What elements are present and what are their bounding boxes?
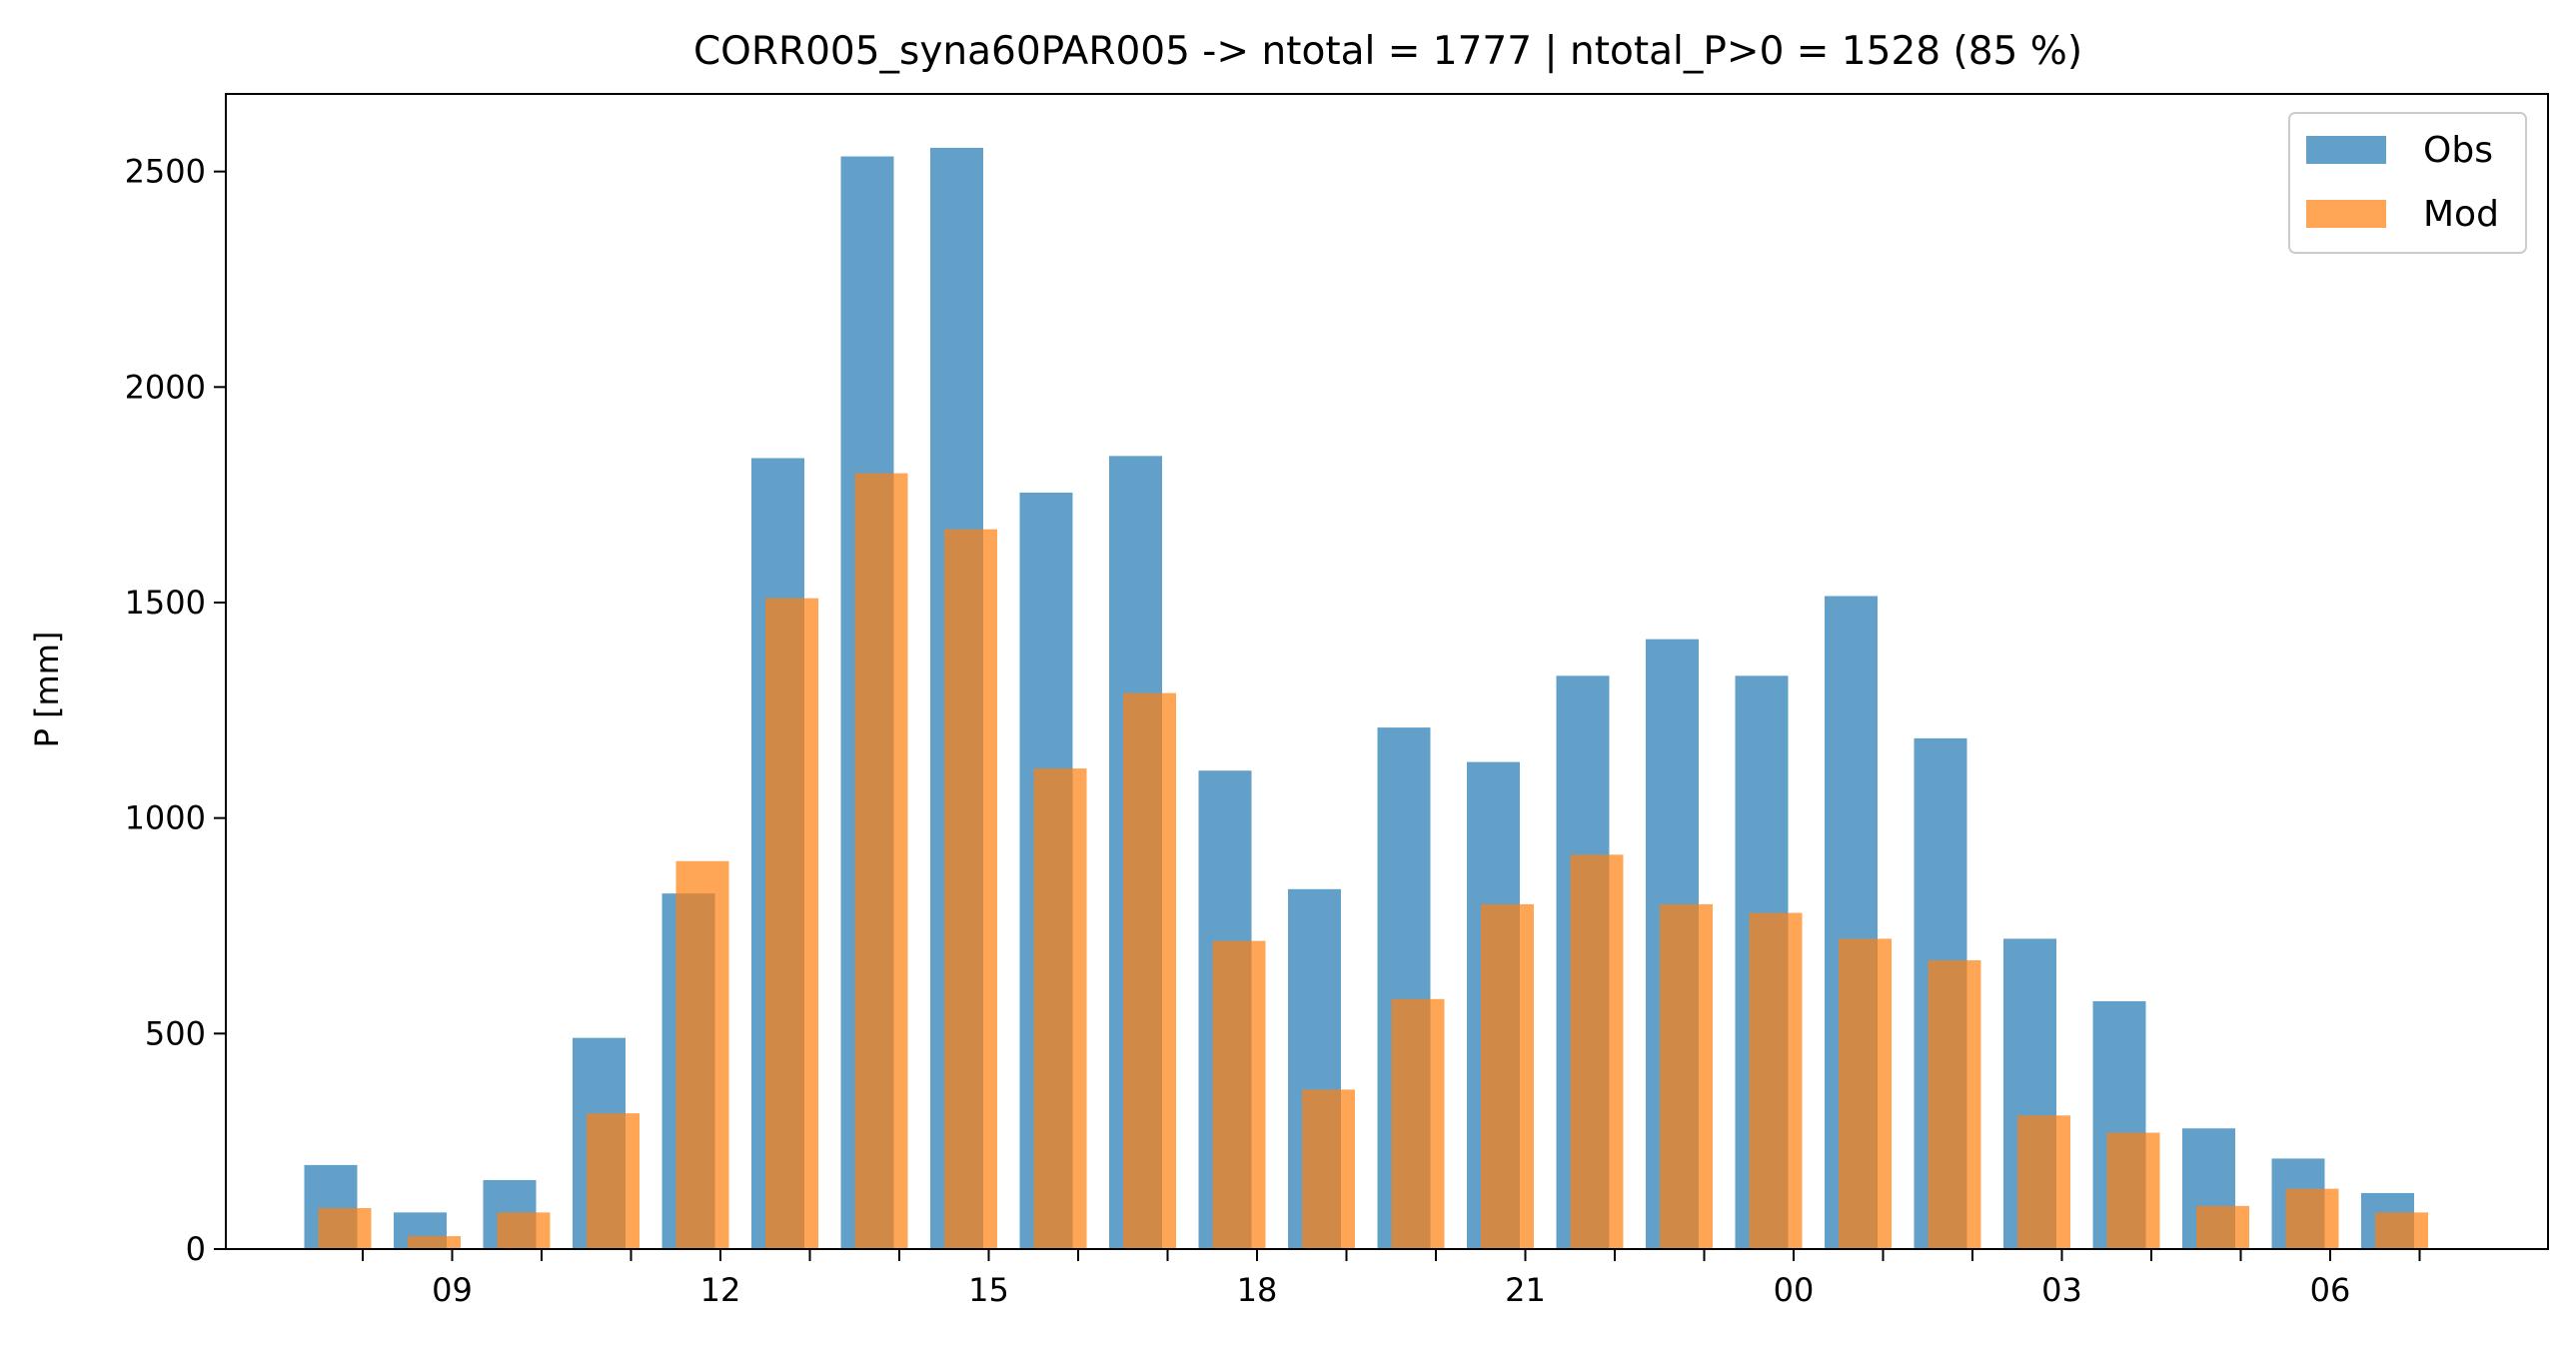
x-tick-label-00: 00 [1774,1271,1815,1309]
x-tick-label-21: 21 [1505,1271,1546,1309]
bar-mod-17 [1123,692,1176,1249]
bar-mod-09 [408,1236,461,1249]
bar-mod-02 [1928,960,1981,1249]
y-axis: 0 500 1000 1500 2000 2500 [125,153,226,1268]
bar-mod-05 [2196,1205,2249,1249]
bar-mod-14 [854,473,908,1249]
y-tick-label-2000: 2000 [125,368,206,406]
plot-frame [225,93,2549,1250]
bar-mod-10 [497,1212,551,1249]
legend-label-mod: Mod [2423,194,2499,235]
x-axis: 09 12 15 18 21 00 03 06 [362,1249,2421,1309]
bar-mod-13 [765,598,818,1249]
bar-mod-03 [2017,1115,2070,1249]
bar-mod-16 [1033,768,1087,1249]
y-tick-label-500: 500 [145,1014,206,1052]
chart-title: CORR005_syna60PAR005 -> ntotal = 1777 | … [693,29,2082,74]
bar-mod-01 [1839,938,1892,1249]
series-mod-bars [318,473,2428,1249]
bar-mod-11 [587,1113,640,1249]
bar-mod-19 [1302,1089,1355,1249]
bar-mod-06 [2285,1188,2339,1249]
y-tick-label-1000: 1000 [125,799,206,837]
bar-mod-23 [1660,903,1713,1249]
x-tick-label-12: 12 [700,1271,741,1309]
bar-mod-22 [1570,854,1624,1249]
legend-swatch-obs [2306,136,2386,164]
x-tick-label-09: 09 [432,1271,473,1309]
x-tick-label-18: 18 [1237,1271,1278,1309]
x-tick-label-15: 15 [968,1271,1009,1309]
y-tick-label-1500: 1500 [125,584,206,622]
bar-mod-12 [675,860,729,1249]
bar-mod-08 [318,1208,372,1249]
x-tick-label-03: 03 [2041,1271,2082,1309]
y-axis-label: P [mm] [28,632,66,748]
bar-mod-20 [1391,998,1445,1249]
series-obs-bars [304,147,2414,1249]
bar-mod-04 [2106,1132,2160,1249]
legend-swatch-mod [2306,200,2386,228]
bar-mod-21 [1481,903,1534,1249]
bar-mod-18 [1212,940,1266,1249]
bar-mod-07 [2375,1212,2428,1249]
legend: Obs Mod [2288,112,2527,254]
bar-mod-00 [1749,912,1803,1249]
y-tick-label-2500: 2500 [125,153,206,191]
legend-label-obs: Obs [2423,130,2493,171]
bar-mod-15 [944,529,997,1249]
x-tick-label-06: 06 [2310,1271,2351,1309]
y-tick-label-0: 0 [186,1230,206,1268]
